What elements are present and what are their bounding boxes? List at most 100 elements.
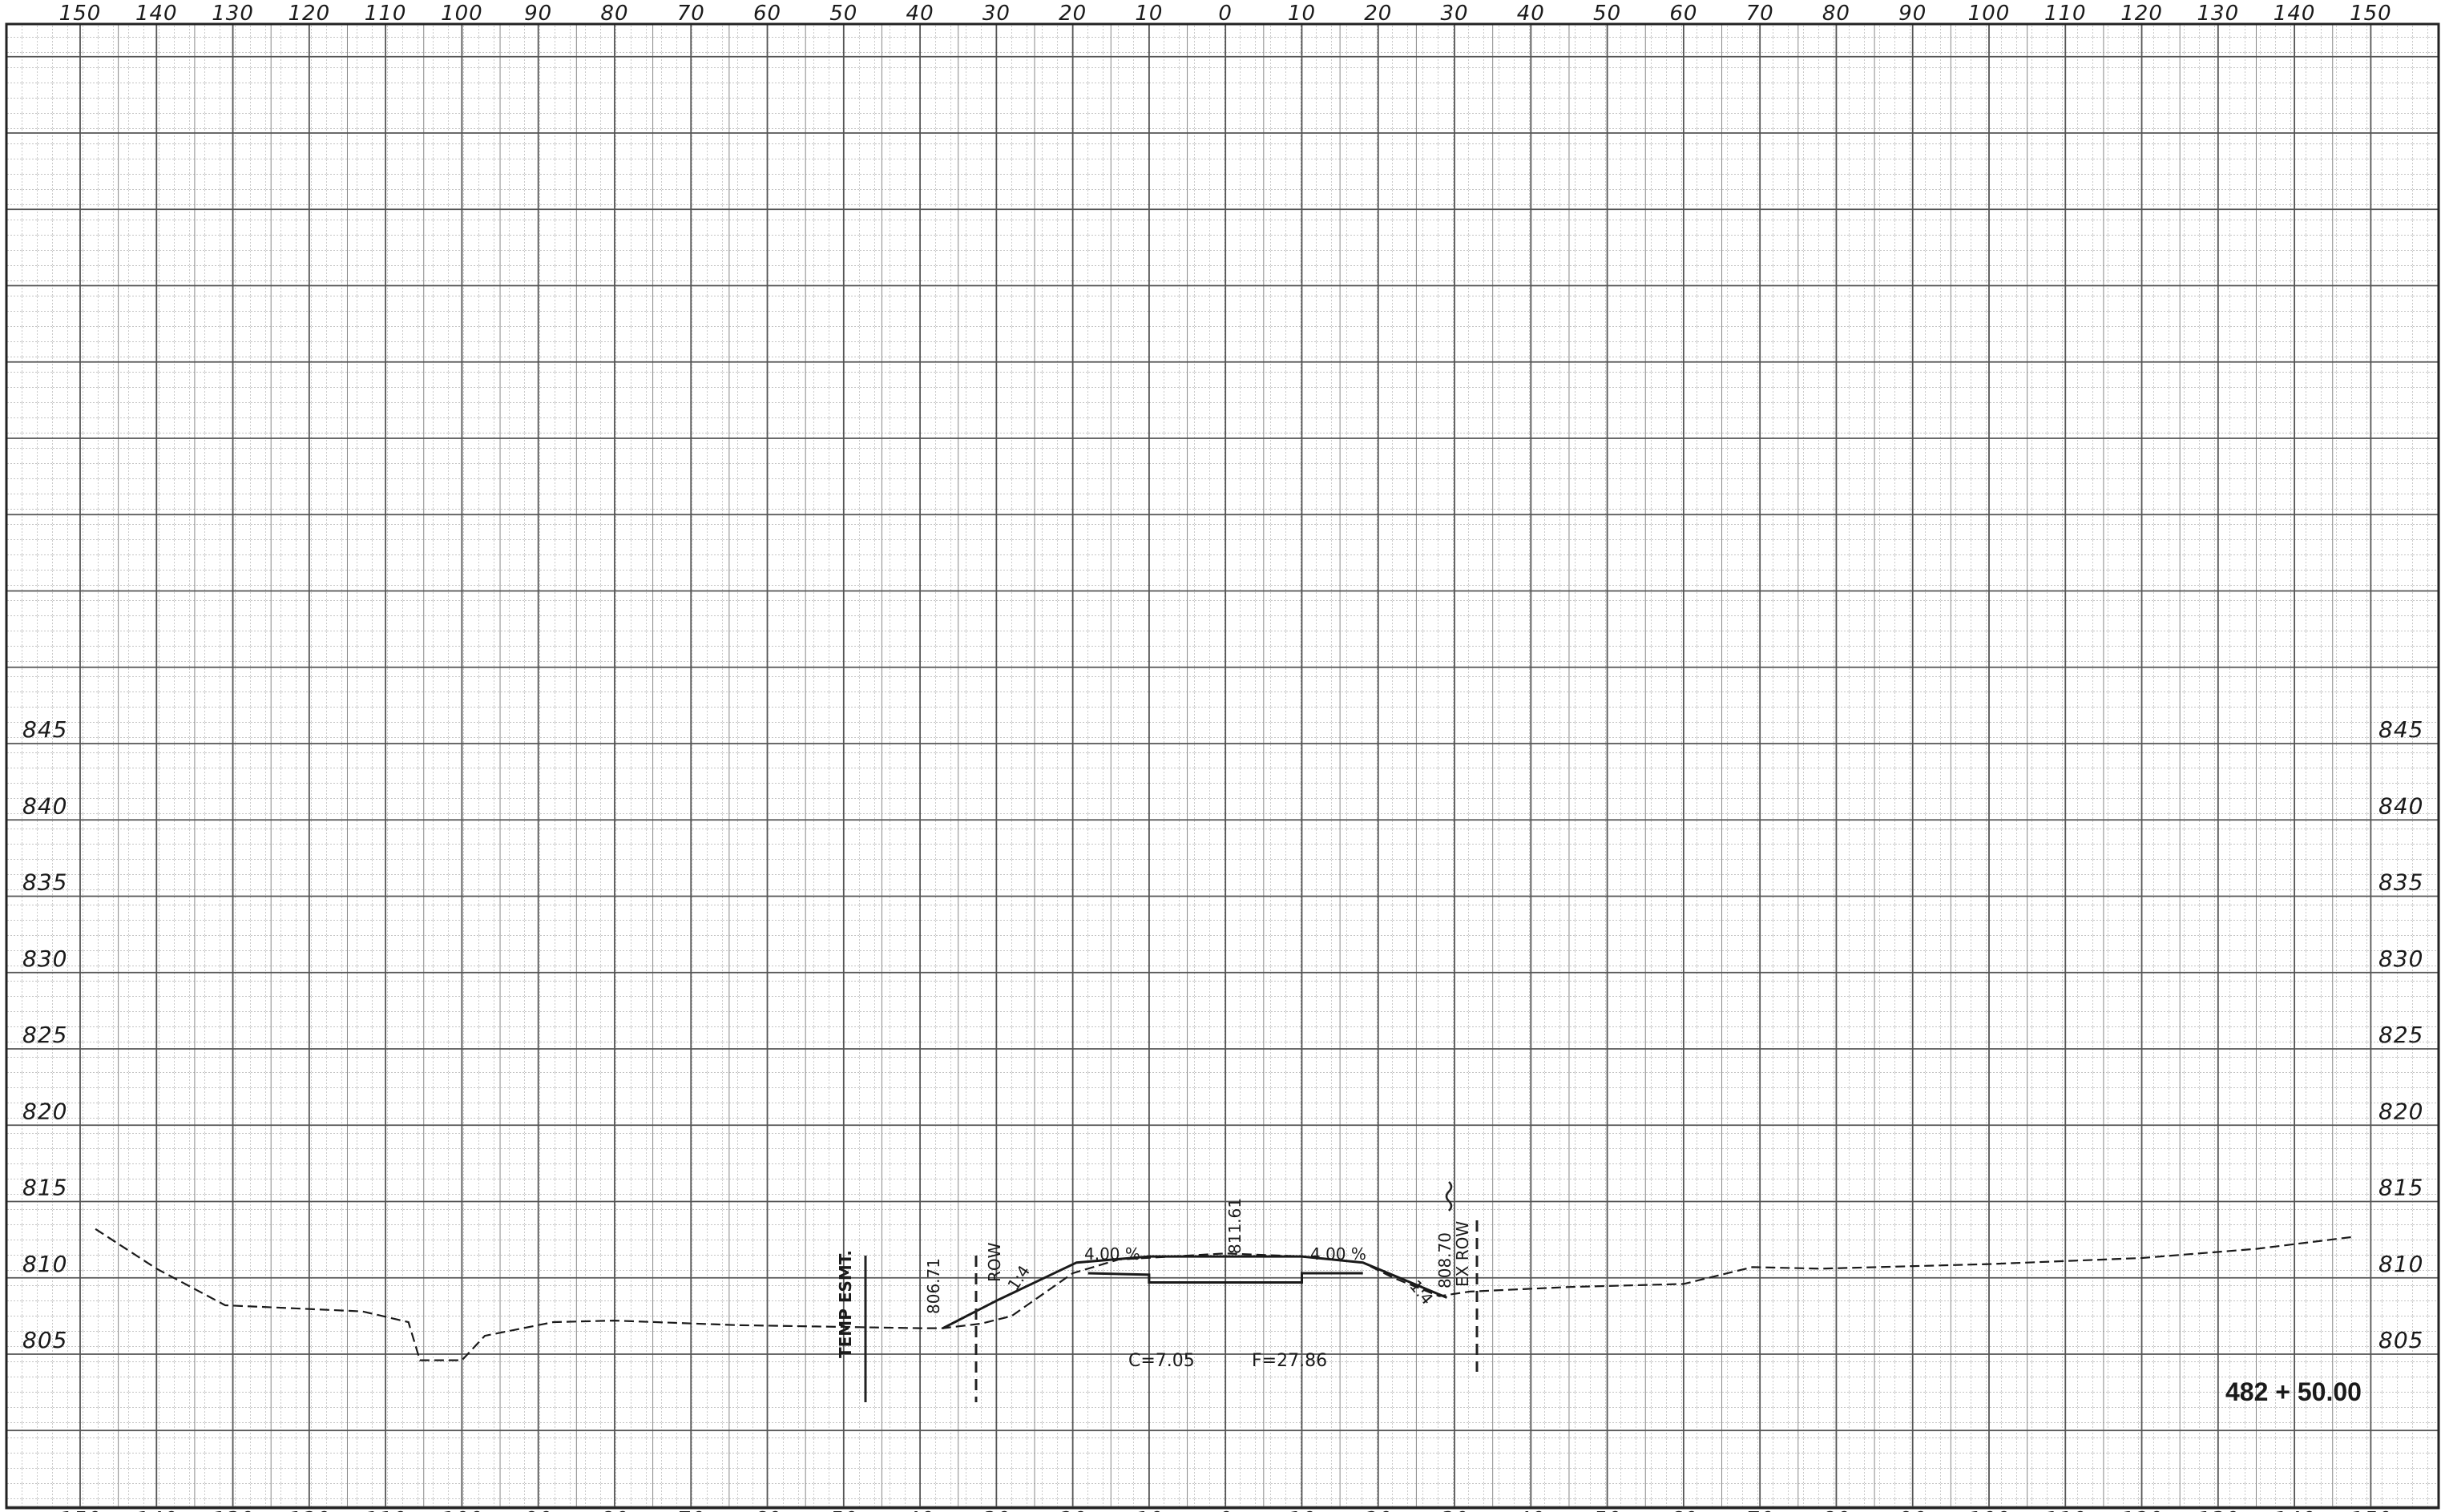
offset-tick-label: 130 bbox=[212, 2, 254, 26]
offset-tick-label: 60 bbox=[1669, 1508, 1697, 1512]
offset-tick-label: 140 bbox=[135, 2, 178, 26]
offset-tick-label: 110 bbox=[365, 2, 407, 26]
left-elevation-scale: 845 840 835 830 825 820 815 810 805 bbox=[22, 716, 67, 1353]
fill-value: F=27.86 bbox=[1252, 1351, 1327, 1371]
station-number: 482 + 50.00 bbox=[2225, 1377, 2362, 1406]
elevation-tick-label: 810 bbox=[2378, 1251, 2423, 1277]
offset-tick-label: 150 bbox=[59, 2, 102, 26]
offset-tick-label: 100 bbox=[1968, 1508, 2011, 1512]
offset-tick-label: 110 bbox=[2044, 1508, 2087, 1512]
ex-row-label: EX ROW bbox=[1453, 1221, 1472, 1287]
elevation-tick-label: 830 bbox=[22, 946, 67, 972]
offset-tick-label: 50 bbox=[829, 1508, 857, 1512]
offset-tick-label: 80 bbox=[600, 2, 628, 26]
elevation-tick-label: 840 bbox=[2378, 792, 2423, 819]
elevation-tick-label: 815 bbox=[22, 1175, 67, 1201]
temp-easement-label: TEMP ESMT. bbox=[836, 1250, 855, 1358]
right-elevation-scale: 845 840 835 830 825 820 815 810 805 bbox=[2378, 716, 2423, 1353]
offset-tick-label: 120 bbox=[2120, 2, 2163, 26]
offset-tick-label: 30 bbox=[982, 2, 1011, 26]
offset-tick-label: 150 bbox=[2350, 1508, 2392, 1512]
offset-tick-label: 130 bbox=[2197, 2, 2240, 26]
offset-tick-label: 10 bbox=[1288, 2, 1316, 26]
offset-tick-label: 60 bbox=[753, 1508, 781, 1512]
offset-tick-label: 150 bbox=[2350, 2, 2392, 26]
elevation-tick-label: 830 bbox=[2378, 946, 2423, 972]
offset-tick-label: 70 bbox=[1746, 2, 1774, 26]
elevation-tick-label: 805 bbox=[22, 1327, 67, 1353]
offset-tick-label: 20 bbox=[1059, 2, 1087, 26]
offset-tick-label: 50 bbox=[1593, 2, 1621, 26]
offset-tick-label: 120 bbox=[288, 1508, 331, 1512]
elevation-tick-label: 810 bbox=[22, 1251, 67, 1277]
elevation-tick-label: 815 bbox=[2378, 1175, 2423, 1201]
offset-tick-label: 120 bbox=[288, 2, 331, 26]
offset-tick-label: 120 bbox=[2120, 1508, 2163, 1512]
elevation-tick-label: 835 bbox=[2378, 869, 2423, 896]
offset-tick-label: 60 bbox=[1669, 2, 1697, 26]
offset-tick-label: 50 bbox=[1593, 1508, 1621, 1512]
offset-tick-label: 80 bbox=[600, 1508, 628, 1512]
offset-tick-label: 140 bbox=[135, 1508, 178, 1512]
offset-tick-label: 60 bbox=[753, 2, 781, 26]
offset-tick-label: 130 bbox=[212, 1508, 254, 1512]
centerline-elevation: 811.61 bbox=[1225, 1198, 1245, 1254]
pavement-section-profile bbox=[1087, 1272, 1363, 1284]
offset-tick-label: 10 bbox=[1135, 1508, 1163, 1512]
elevation-tick-label: 845 bbox=[22, 716, 67, 743]
offset-tick-label: 140 bbox=[2274, 2, 2316, 26]
elevation-tick-label: 820 bbox=[22, 1098, 67, 1124]
cut-value: C=7.05 bbox=[1128, 1351, 1195, 1371]
profiles bbox=[95, 1228, 2356, 1361]
prop-row-label: ROW bbox=[985, 1242, 1004, 1282]
offset-tick-label: 90 bbox=[1898, 1508, 1927, 1512]
offset-tick-label: 30 bbox=[1440, 1508, 1468, 1512]
elevation-tick-label: 845 bbox=[2378, 716, 2423, 743]
offset-tick-label: 130 bbox=[2197, 1508, 2240, 1512]
offset-tick-label: 140 bbox=[2274, 1508, 2316, 1512]
offset-tick-label: 10 bbox=[1288, 1508, 1316, 1512]
elevation-tick-label: 820 bbox=[2378, 1098, 2423, 1124]
centerline-symbol bbox=[1445, 1181, 1453, 1212]
offset-tick-label: 0 bbox=[1218, 2, 1233, 26]
existing-ground-profile bbox=[95, 1228, 2356, 1361]
elevation-tick-label: 840 bbox=[22, 792, 67, 819]
offset-tick-label: 40 bbox=[906, 2, 934, 26]
offset-tick-label: 40 bbox=[1517, 2, 1545, 26]
offset-tick-label: 20 bbox=[1059, 1508, 1087, 1512]
ex-row-elevation: 808.70 bbox=[1435, 1232, 1454, 1288]
offset-tick-label: 150 bbox=[59, 1508, 102, 1512]
offset-tick-label: 80 bbox=[1822, 1508, 1850, 1512]
elevation-tick-label: 835 bbox=[22, 869, 67, 896]
grid-area bbox=[6, 24, 2439, 1508]
elevation-tick-label: 825 bbox=[2378, 1022, 2423, 1048]
offset-tick-label: 30 bbox=[982, 1508, 1011, 1512]
offset-tick-label: 110 bbox=[365, 1508, 407, 1512]
offset-tick-label: 90 bbox=[524, 1508, 552, 1512]
offset-tick-label: 90 bbox=[1898, 2, 1927, 26]
grade-left-label: 4.00 % bbox=[1084, 1244, 1140, 1264]
offset-tick-label: 20 bbox=[1364, 2, 1392, 26]
offset-tick-label: 100 bbox=[441, 2, 483, 26]
offset-tick-label: 100 bbox=[1968, 2, 2011, 26]
offset-tick-label: 50 bbox=[829, 2, 857, 26]
offset-tick-label: 40 bbox=[1517, 1508, 1545, 1512]
offset-tick-label: 70 bbox=[677, 1508, 705, 1512]
offset-tick-label: 70 bbox=[1746, 1508, 1774, 1512]
offset-tick-label: 30 bbox=[1440, 2, 1468, 26]
top-offset-scale: 150 140 130 120 110 100 90 80 70 60 50 40 30 20 10 0 10 2… bbox=[59, 2, 2392, 26]
grade-right-label: 4.00 % bbox=[1310, 1244, 1366, 1264]
offset-tick-label: 70 bbox=[677, 2, 705, 26]
offset-tick-label: 100 bbox=[441, 1508, 483, 1512]
offset-tick-label: 80 bbox=[1822, 2, 1850, 26]
prop-row-elevation: 806.71 bbox=[924, 1258, 943, 1314]
elevation-tick-label: 805 bbox=[2378, 1327, 2423, 1353]
proposed-surface-profile bbox=[942, 1255, 1448, 1329]
offset-tick-label: 20 bbox=[1364, 1508, 1392, 1512]
offset-tick-label: 110 bbox=[2044, 2, 2087, 26]
bottom-offset-scale: 150 140 130 120 110 100 90 80 70 60 50 40 30 20 100 10 2… bbox=[59, 1508, 2392, 1512]
elevation-tick-label: 825 bbox=[22, 1022, 67, 1048]
offset-tick-label: 10 bbox=[1135, 2, 1163, 26]
sheet-border bbox=[5, 22, 2440, 1510]
